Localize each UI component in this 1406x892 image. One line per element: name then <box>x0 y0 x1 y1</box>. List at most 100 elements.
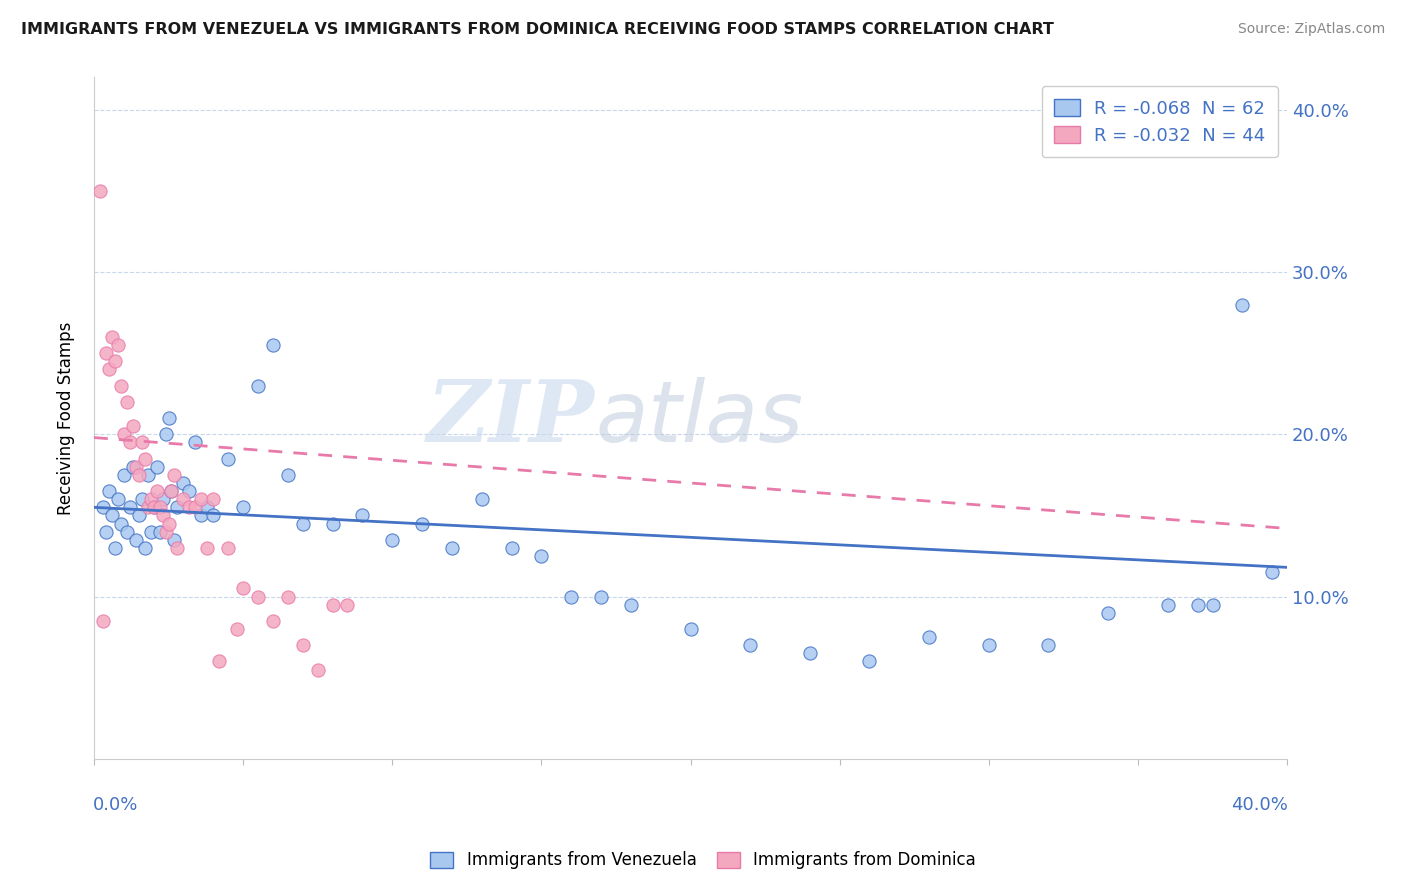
Point <box>560 590 582 604</box>
Point <box>740 638 762 652</box>
Y-axis label: Receiving Food Stamps: Receiving Food Stamps <box>58 321 75 515</box>
Point <box>679 622 702 636</box>
Point <box>155 427 177 442</box>
Point <box>136 467 159 482</box>
Point <box>246 378 269 392</box>
Point <box>118 500 141 515</box>
Point <box>1097 606 1119 620</box>
Point <box>166 541 188 555</box>
Point <box>145 484 167 499</box>
Point <box>291 638 314 652</box>
Point <box>179 484 201 499</box>
Point <box>322 516 344 531</box>
Point <box>107 338 129 352</box>
Point <box>184 500 207 515</box>
Point <box>217 541 239 555</box>
Point <box>1232 297 1254 311</box>
Point <box>179 500 201 515</box>
Point <box>1157 598 1180 612</box>
Point <box>148 524 170 539</box>
Point <box>411 516 433 531</box>
Point <box>858 655 880 669</box>
Point <box>208 655 231 669</box>
Point <box>128 467 150 482</box>
Point <box>115 524 138 539</box>
Point <box>94 346 117 360</box>
Point <box>101 508 124 523</box>
Point <box>160 484 183 499</box>
Point <box>291 516 314 531</box>
Point <box>589 590 612 604</box>
Point <box>104 354 127 368</box>
Point <box>195 541 218 555</box>
Point <box>190 508 212 523</box>
Point <box>190 492 212 507</box>
Point <box>160 484 183 499</box>
Point <box>115 395 138 409</box>
Text: atlas: atlas <box>595 376 803 459</box>
Point <box>471 492 494 507</box>
Point <box>381 533 404 547</box>
Point <box>152 508 174 523</box>
Point <box>128 508 150 523</box>
Text: ZIP: ZIP <box>427 376 595 460</box>
Point <box>232 500 254 515</box>
Point <box>97 484 120 499</box>
Point <box>232 582 254 596</box>
Point <box>277 590 299 604</box>
Point <box>139 524 162 539</box>
Point <box>440 541 463 555</box>
Point <box>157 516 180 531</box>
Point <box>172 475 194 490</box>
Point <box>322 598 344 612</box>
Point <box>121 459 143 474</box>
Point <box>530 549 553 563</box>
Point <box>620 598 643 612</box>
Point <box>121 419 143 434</box>
Point <box>110 378 132 392</box>
Text: Source: ZipAtlas.com: Source: ZipAtlas.com <box>1237 22 1385 37</box>
Point <box>136 500 159 515</box>
Point <box>307 663 329 677</box>
Point <box>202 508 225 523</box>
Point <box>107 492 129 507</box>
Point <box>1201 598 1223 612</box>
Point <box>1187 598 1209 612</box>
Point <box>91 500 114 515</box>
Point <box>125 533 148 547</box>
Point <box>172 492 194 507</box>
Point <box>226 622 249 636</box>
Point <box>131 435 153 450</box>
Point <box>142 500 165 515</box>
Point <box>142 500 165 515</box>
Point <box>166 500 188 515</box>
Point <box>104 541 127 555</box>
Point <box>112 427 135 442</box>
Point <box>139 492 162 507</box>
Point <box>110 516 132 531</box>
Point <box>131 492 153 507</box>
Point <box>89 184 111 198</box>
Point <box>118 435 141 450</box>
Point <box>184 435 207 450</box>
Point <box>918 630 941 644</box>
Point <box>352 508 374 523</box>
Point <box>195 500 218 515</box>
Point <box>94 524 117 539</box>
Legend: Immigrants from Venezuela, Immigrants from Dominica: Immigrants from Venezuela, Immigrants fr… <box>420 841 986 880</box>
Point <box>202 492 225 507</box>
Point <box>246 590 269 604</box>
Point <box>217 451 239 466</box>
Point <box>145 459 167 474</box>
Point <box>501 541 523 555</box>
Text: IMMIGRANTS FROM VENEZUELA VS IMMIGRANTS FROM DOMINICA RECEIVING FOOD STAMPS CORR: IMMIGRANTS FROM VENEZUELA VS IMMIGRANTS … <box>21 22 1054 37</box>
Point <box>262 614 284 628</box>
Point <box>97 362 120 376</box>
Point <box>163 533 186 547</box>
Point <box>91 614 114 628</box>
Point <box>152 492 174 507</box>
Point <box>134 541 156 555</box>
Point <box>157 411 180 425</box>
Point <box>101 330 124 344</box>
Point <box>125 459 148 474</box>
